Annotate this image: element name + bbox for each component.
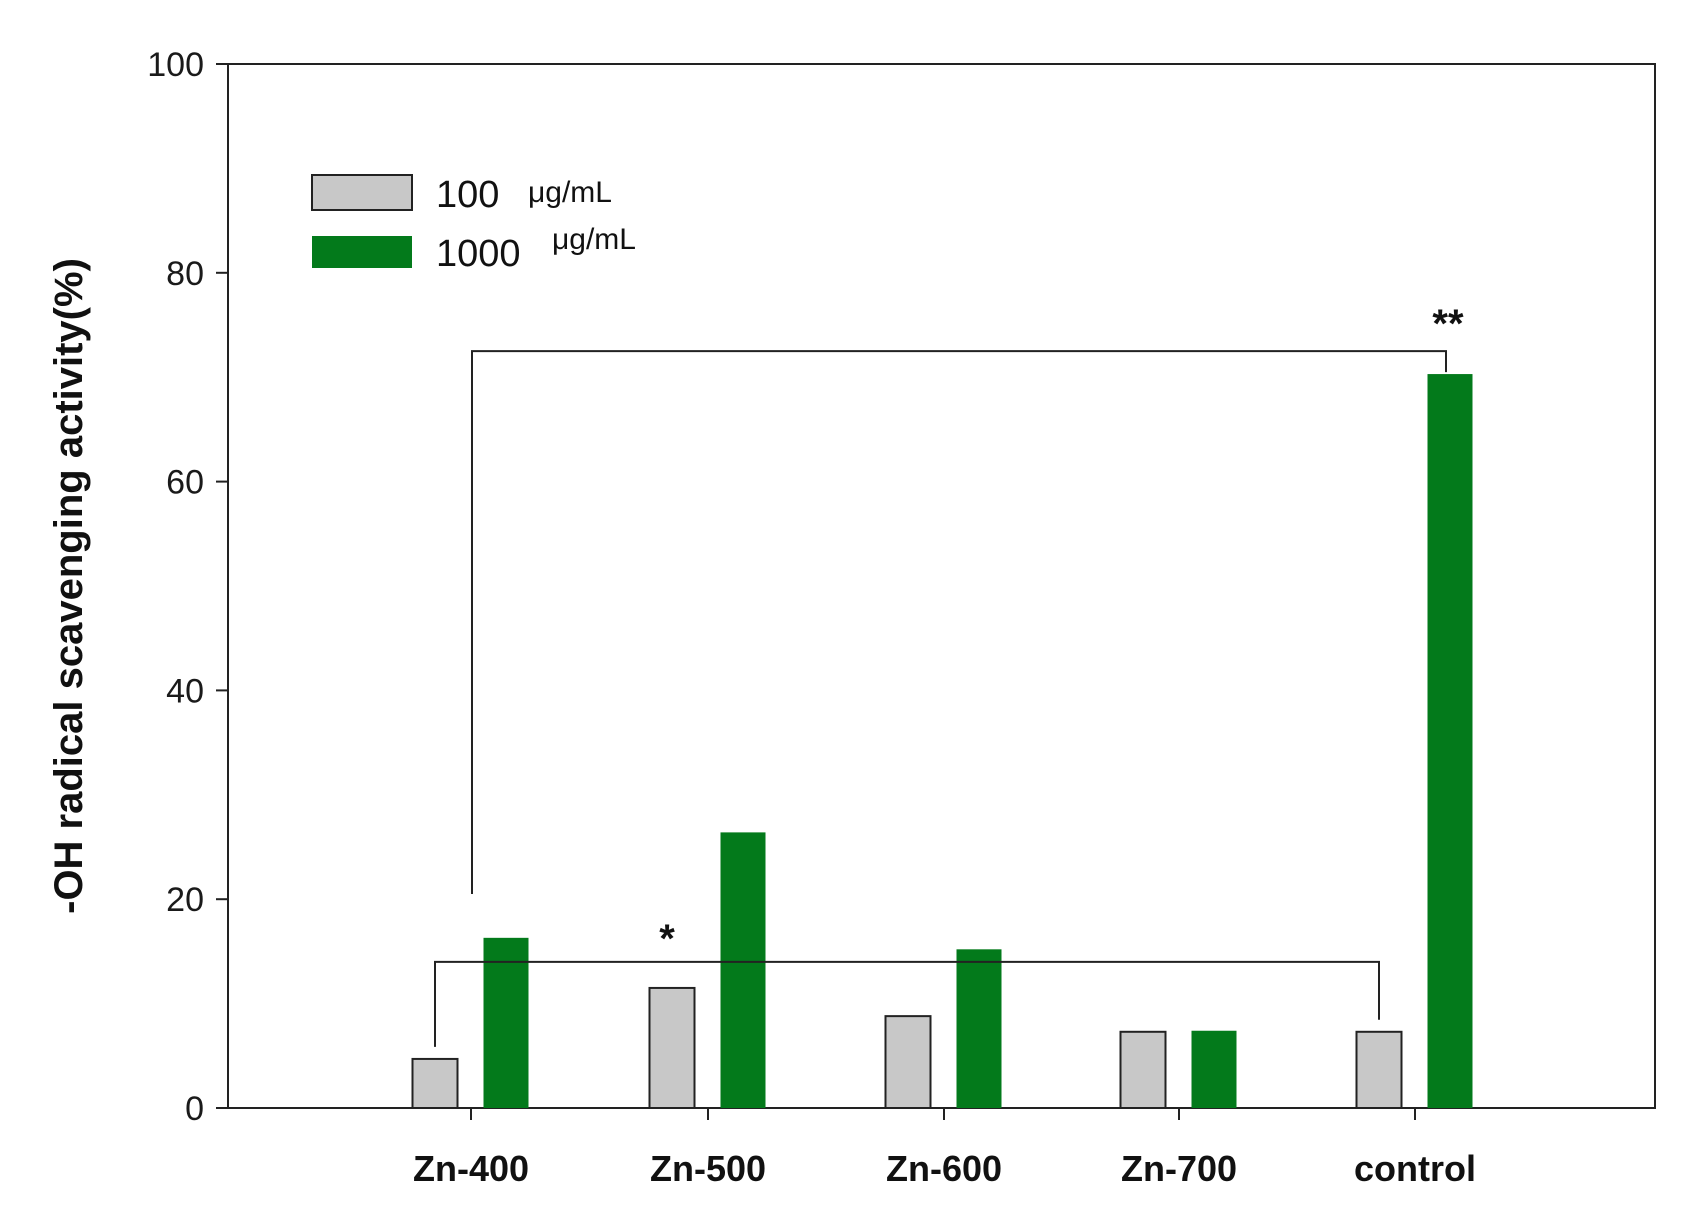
y-axis-label: -OH radical scavenging activity(%) (47, 258, 91, 914)
x-tick-label: control (1354, 1148, 1476, 1189)
significance-bracket (434, 960, 1380, 1047)
significance-bracket (471, 350, 1447, 894)
significance-annotations: *** (434, 302, 1464, 1047)
legend-unit-1000: μg/mL (552, 223, 636, 256)
legend-label-100: 100 (436, 174, 499, 216)
legend-unit-100: μg/mL (528, 176, 612, 209)
y-tick-label: 40 (166, 672, 204, 710)
y-tick-label: 20 (166, 881, 204, 919)
bars (411, 374, 1473, 1110)
x-tick-label: Zn-500 (650, 1148, 766, 1189)
bar-1000-zn-500 (720, 832, 766, 1108)
significance-marker: ** (1432, 302, 1464, 346)
y-ticks: 0 20 40 60 80 100 (147, 46, 228, 1128)
bar-100-zn-500 (648, 986, 696, 1109)
y-tick-label: 60 (166, 464, 204, 502)
y-tick-label: 0 (185, 1090, 204, 1128)
significance-marker: * (659, 917, 675, 961)
bar-100-zn-700 (1119, 1030, 1167, 1109)
y-tick-label: 80 (166, 255, 204, 293)
legend: 100 μg/mL 1000 μg/mL (311, 174, 636, 275)
x-tick-label: Zn-700 (1121, 1148, 1237, 1189)
bar-1000-zn-600 (956, 949, 1002, 1108)
legend-swatch-100 (311, 174, 413, 211)
bar-1000-zn-700 (1191, 1030, 1237, 1108)
legend-swatch-1000 (312, 236, 412, 268)
bar-100-zn-600 (884, 1015, 932, 1109)
bar-1000-control (1427, 374, 1473, 1108)
legend-label-1000: 1000 (436, 233, 521, 275)
x-ticks: Zn-400 Zn-500 Zn-600 Zn-700 control (413, 1108, 1476, 1189)
bar-100-zn-400 (411, 1057, 459, 1110)
bar-1000-zn-400 (483, 937, 529, 1108)
x-tick-label: Zn-600 (886, 1148, 1002, 1189)
x-tick-label: Zn-400 (413, 1148, 529, 1189)
y-tick-label: 100 (147, 46, 204, 84)
bar-100-control (1355, 1030, 1403, 1109)
